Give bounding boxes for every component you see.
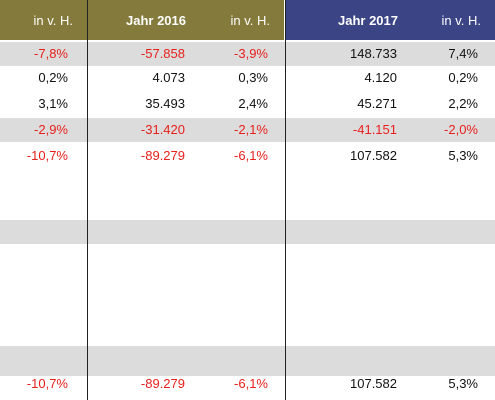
table-row: 3,1% 35.493 2,4% 45.271 2,2% bbox=[0, 94, 495, 114]
table-cell[interactable]: 5,3% bbox=[448, 376, 478, 391]
table-cell[interactable]: 35.493 bbox=[145, 96, 185, 111]
header-cell-pct-2017[interactable]: in v. H. bbox=[412, 0, 495, 40]
table-cell[interactable]: 45.271 bbox=[357, 96, 397, 111]
table-cell[interactable]: -6,1% bbox=[234, 376, 268, 391]
table-cell[interactable]: 3,1% bbox=[38, 96, 68, 111]
table-cell[interactable]: 7,4% bbox=[448, 46, 478, 61]
table-cell[interactable]: 107.582 bbox=[350, 148, 397, 163]
table-cell[interactable]: -89.279 bbox=[140, 148, 185, 163]
header-label: in v. H. bbox=[33, 12, 74, 28]
table-cell[interactable]: -2,0% bbox=[444, 122, 478, 137]
table-cell[interactable]: -3,9% bbox=[234, 46, 268, 61]
header-cell-pct-2015[interactable]: in v. H. bbox=[0, 0, 87, 40]
table-cell[interactable]: 2,2% bbox=[448, 96, 478, 111]
table-cell[interactable]: 0,3% bbox=[238, 70, 268, 85]
table-cell[interactable]: 5,3% bbox=[448, 148, 478, 163]
header-label: Jahr 2017 bbox=[338, 12, 398, 28]
table-cell[interactable]: -6,1% bbox=[234, 148, 268, 163]
table-cell[interactable]: 0,2% bbox=[448, 70, 478, 85]
table-cell[interactable]: -10,7% bbox=[26, 148, 68, 163]
table-cell[interactable]: 148.733 bbox=[350, 46, 397, 61]
table-row: 0,2% 4.073 0,3% 4.120 0,2% bbox=[0, 68, 495, 88]
table-row: -10,7% -89.279 -6,1% 107.582 5,3% bbox=[0, 146, 495, 166]
table-cell[interactable]: 2,4% bbox=[238, 96, 268, 111]
header-cell-pct-2016[interactable]: in v. H. bbox=[200, 0, 284, 40]
header-label: in v. H. bbox=[230, 12, 271, 28]
header-cell-year-2016[interactable]: Jahr 2016 bbox=[88, 0, 200, 40]
table-cell[interactable]: -57.858 bbox=[140, 46, 185, 61]
table-cell[interactable]: 4.120 bbox=[364, 70, 397, 85]
table-cell[interactable]: -31.420 bbox=[140, 122, 185, 137]
header-cell-year-2017[interactable]: Jahr 2017 bbox=[286, 0, 412, 40]
header-label: Jahr 2016 bbox=[126, 12, 186, 28]
table-cell[interactable]: -2,9% bbox=[34, 122, 68, 137]
row-band bbox=[0, 346, 495, 376]
table-cell[interactable]: -2,1% bbox=[234, 122, 268, 137]
table-cell[interactable]: 4.073 bbox=[152, 70, 185, 85]
row-band bbox=[0, 42, 495, 66]
table-cell[interactable]: -89.279 bbox=[140, 376, 185, 391]
table-cell[interactable]: -7,8% bbox=[34, 46, 68, 61]
table-cell[interactable]: -41.151 bbox=[352, 122, 397, 137]
table-row: -7,8% -57.858 -3,9% 148.733 7,4% bbox=[0, 44, 495, 64]
row-band bbox=[0, 220, 495, 244]
header-label: in v. H. bbox=[441, 12, 482, 28]
column-divider bbox=[285, 0, 286, 400]
table-row: -10,7% -89.279 -6,1% 107.582 5,3% bbox=[0, 374, 495, 394]
table-cell[interactable]: 107.582 bbox=[350, 376, 397, 391]
table-cell[interactable]: -10,7% bbox=[26, 376, 68, 391]
row-band bbox=[0, 118, 495, 142]
column-divider bbox=[87, 0, 88, 400]
table-row: -2,9% -31.420 -2,1% -41.151 -2,0% bbox=[0, 120, 495, 140]
table-cell[interactable]: 0,2% bbox=[38, 70, 68, 85]
